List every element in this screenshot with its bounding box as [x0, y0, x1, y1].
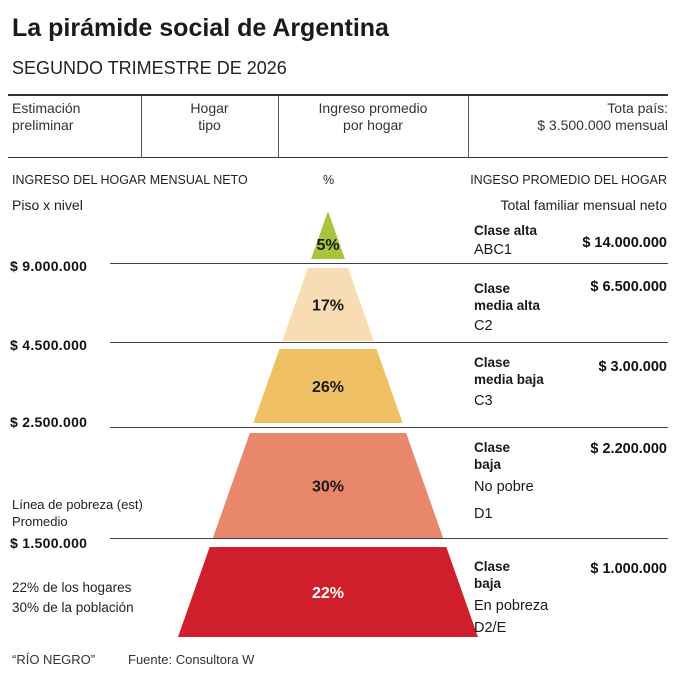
- left-column-subheader: Piso x nivel: [12, 197, 83, 213]
- class-code-abc1: ABC1: [474, 242, 512, 258]
- pyramid-percent-label-d2e: 22%: [312, 585, 344, 602]
- class-income-c3: $ 3.00.000: [598, 359, 667, 375]
- left-column-header: INGRESO DEL HOGAR MENSUAL NETO: [12, 173, 248, 187]
- info-separator-3: [468, 96, 469, 158]
- level-line-3: [110, 427, 668, 428]
- class-income-abc1: $ 14.000.000: [582, 235, 667, 251]
- level-line-1: [110, 263, 668, 264]
- class-income-d1: $ 2.200.000: [590, 441, 667, 457]
- source-publication: “RÍO NEGRO”: [12, 652, 96, 667]
- threshold-label: $ 4.500.000: [10, 337, 88, 353]
- level-line-4: [110, 538, 668, 539]
- class-income-d2e: $ 1.000.000: [590, 561, 667, 577]
- poverty-share-note: 22% de los hogares 30% de la población: [12, 580, 134, 615]
- class-code-d1: D1: [474, 506, 493, 522]
- class-income-c2: $ 6.500.000: [590, 279, 667, 295]
- pyramid-percent-label-c3: 26%: [312, 379, 344, 396]
- info-household-type: Hogar tipo: [190, 100, 229, 133]
- right-column-subheader: Total familiar mensual neto: [500, 197, 667, 213]
- level-line-2: [110, 342, 668, 343]
- class-code-c3: C3: [474, 393, 493, 409]
- class-name-c2: Clase media alta: [474, 281, 541, 313]
- class-code-c2: C2: [474, 318, 493, 334]
- pyramid-segment-d1: [212, 433, 444, 538]
- info-country-total: Tota país: $ 3.500.000 mensual: [537, 100, 668, 133]
- chart-subtitle: SEGUNDO TRIMESTRE DE 2026: [12, 58, 287, 78]
- class-name-d2e: Clase baja En pobreza: [474, 559, 549, 614]
- pyramid-segment-c3: [253, 349, 403, 423]
- chart-title: La pirámide social de Argentina: [12, 14, 389, 42]
- threshold-label: $ 2.500.000: [10, 414, 88, 430]
- info-average-income: Ingreso promedio por hogar: [318, 100, 428, 133]
- pyramid-percent-label-c2: 17%: [312, 298, 344, 315]
- info-bottom-rule: [8, 157, 668, 158]
- pyramid-segment-abc1: [311, 211, 345, 259]
- pyramid-percent-label-abc1: 5%: [316, 237, 339, 254]
- threshold-label: $ 1.500.000: [10, 535, 88, 551]
- class-name-abc1: Clase alta: [474, 223, 538, 238]
- class-name-d1: Clase baja No pobre: [474, 440, 534, 495]
- pyramid-percent-label-d1: 30%: [312, 479, 344, 496]
- info-top-rule: [8, 94, 668, 96]
- right-column-header: INGESO PROMEDIO DEL HOGAR: [470, 173, 667, 187]
- class-name-c3: Clase media baja: [474, 355, 544, 387]
- percent-column-header: %: [323, 173, 335, 187]
- info-separator-2: [278, 96, 279, 158]
- pyramid-segment-c2: [282, 268, 374, 341]
- info-estimation: Estimación preliminar: [12, 100, 81, 133]
- threshold-label: $ 9.000.000: [10, 258, 88, 274]
- pyramid-segment-d2e: [178, 547, 478, 637]
- poverty-line-note: Línea de pobreza (est) Promedio: [12, 497, 143, 529]
- source-credit: Fuente: Consultora W: [128, 652, 255, 667]
- info-separator-1: [141, 96, 142, 158]
- class-code-d2e: D2/E: [474, 620, 507, 636]
